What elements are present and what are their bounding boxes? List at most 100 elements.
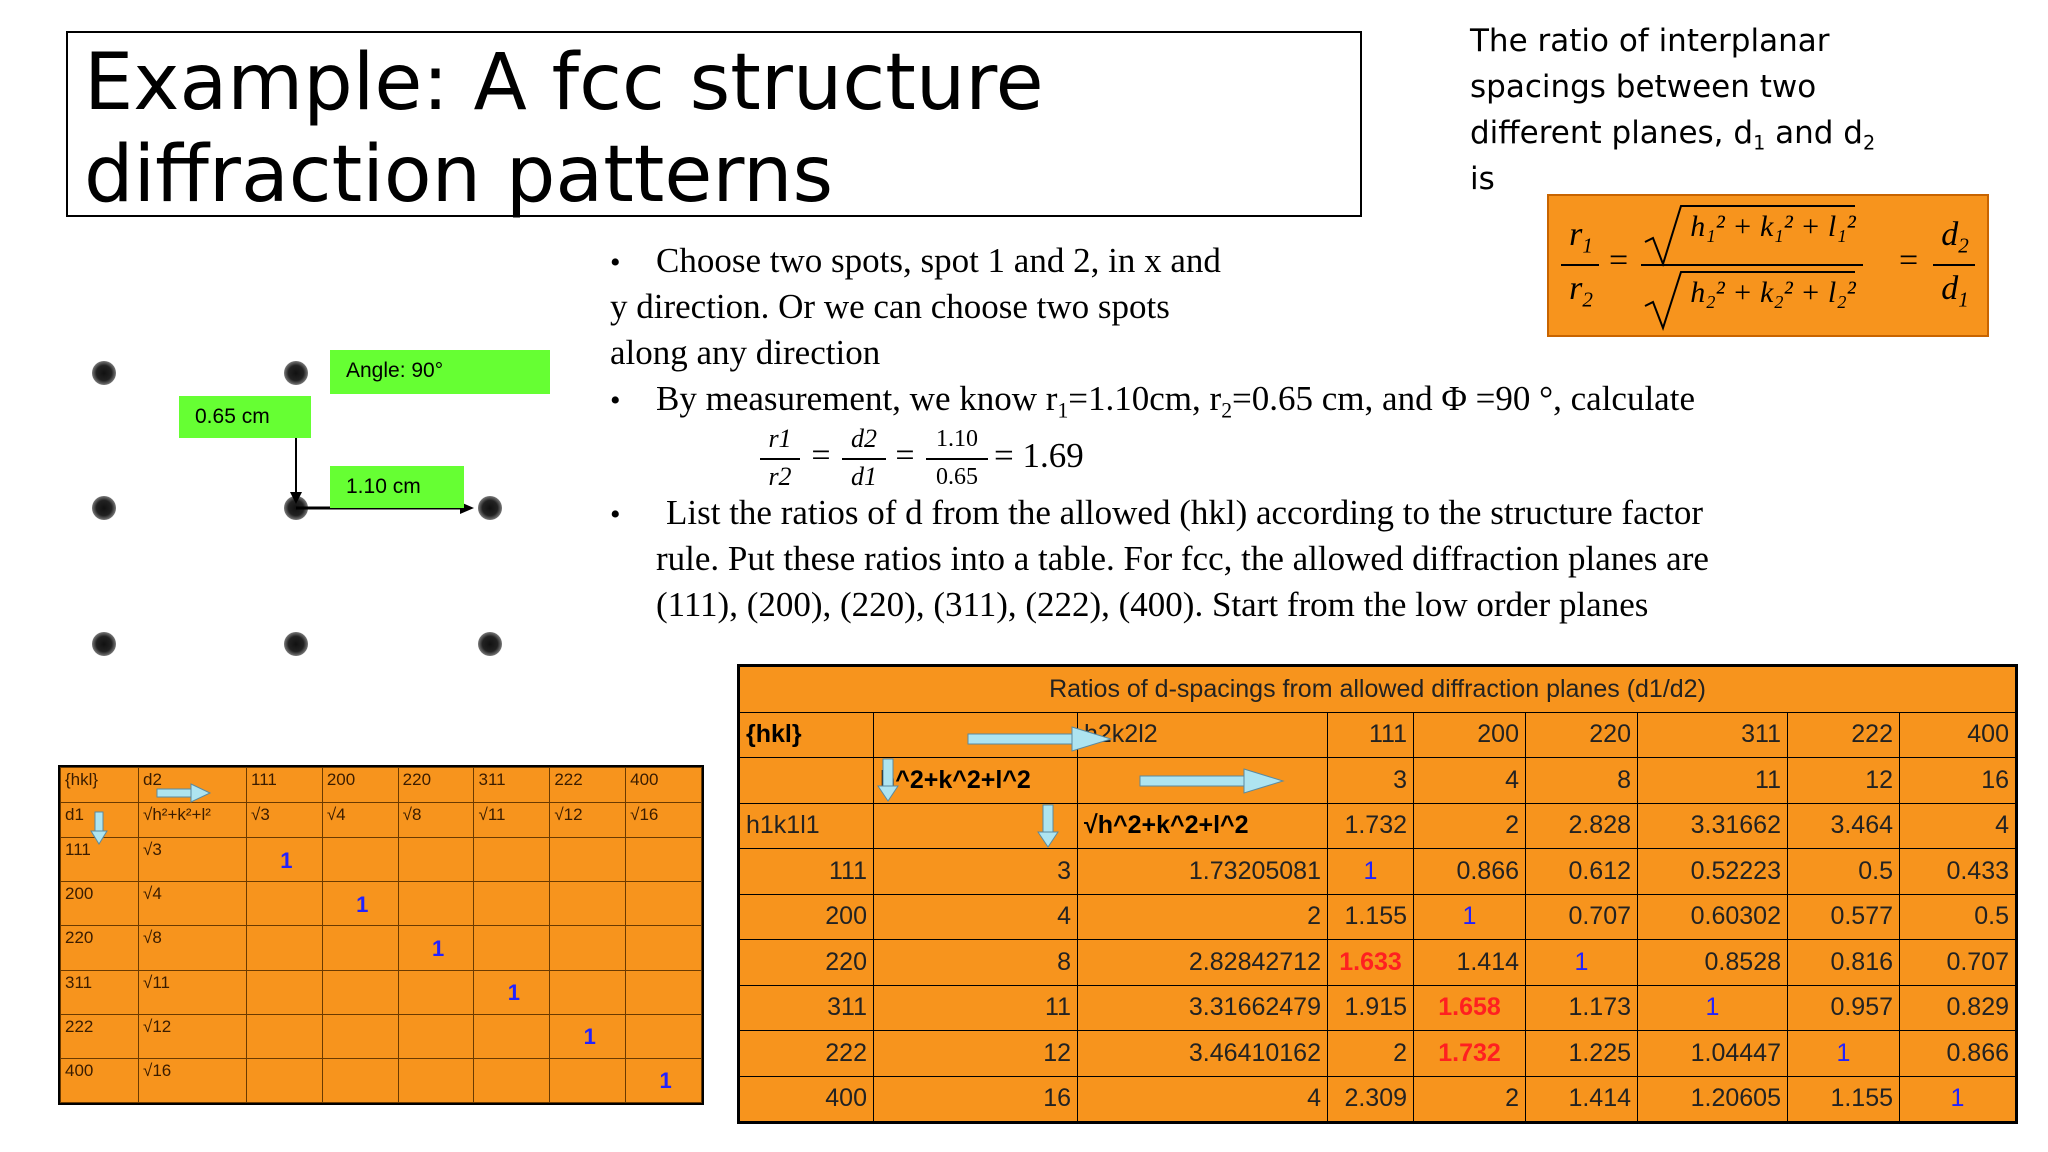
big-table-cell: 1.04447 bbox=[1637, 1030, 1788, 1077]
small-table-row: 200 √4 1 bbox=[60, 881, 702, 927]
formula-lhs-num: r1 bbox=[1561, 216, 1601, 256]
big-table-cell: 1 bbox=[1525, 939, 1638, 986]
right-arrow-icon bbox=[1139, 768, 1285, 794]
ratio-note-line4: is bbox=[1470, 161, 1495, 197]
big-table-sum-row: h^2+k^2+l^2 3 4 8 11 12 16 bbox=[739, 757, 2016, 804]
diffraction-spot bbox=[478, 496, 502, 520]
big-table-cell: 2 bbox=[1077, 893, 1328, 940]
big-table-sqrt-row: h1k1l1 √h^2+k^2+l^2 1.732 2 2.828 3.31662 3.46… bbox=[739, 802, 2016, 849]
small-table-d-cell: √4 bbox=[138, 881, 247, 927]
small-table-empty-cell bbox=[321, 1057, 399, 1104]
big-table-row: 200 4 2 1.155 1 0.707 0.60302 0.577 0.5 bbox=[739, 893, 2016, 940]
small-table-sqrt-cell: √h²+k²+l² bbox=[138, 802, 247, 839]
big-table-cell: 0.707 bbox=[1525, 893, 1638, 940]
big-table-sum-cell bbox=[739, 757, 874, 804]
big-table-caption-row: Ratios of d-spacings from allowed diffra… bbox=[739, 666, 2016, 713]
formula-rhs-num-sub: 2 bbox=[1958, 233, 1969, 258]
formula-mid-bar bbox=[1641, 264, 1863, 266]
math-bar-1 bbox=[760, 458, 800, 460]
big-table-cell: 1.414 bbox=[1525, 1075, 1638, 1122]
bullet-3-line2: rule. Put these ratios into a table. For… bbox=[656, 539, 1709, 578]
big-table-cell: 1.414 bbox=[1413, 939, 1526, 986]
big-table-cell: 200 bbox=[739, 893, 874, 940]
math-result: = 1.69 bbox=[994, 436, 1084, 475]
bullet-2-sub1: 1 bbox=[1057, 398, 1069, 423]
formula-rhs-num: d2 bbox=[1933, 216, 1977, 258]
big-table-head-cell: {hkl} bbox=[739, 711, 874, 758]
formula-rhs-bar bbox=[1933, 264, 1975, 266]
small-table-empty-cell bbox=[397, 1057, 475, 1104]
big-table-head-cell: 400 bbox=[1899, 711, 2016, 758]
formula-rhs-den: d1 bbox=[1933, 270, 1977, 310]
big-table-cell: 0.8528 bbox=[1637, 939, 1788, 986]
formula-mid-num: h₁² + k₁² + l₁² bbox=[1690, 210, 1856, 243]
big-table-cell: 1.658 bbox=[1413, 984, 1526, 1031]
math-bar-3 bbox=[926, 458, 988, 460]
big-table-cell: 1.73205081 bbox=[1077, 848, 1328, 895]
bullet-2: By measurement, we know r1=1.10cm, r2=0.… bbox=[656, 376, 1695, 422]
big-table-sqrt-cell: 2 bbox=[1413, 802, 1526, 849]
big-table-cell: 1.173 bbox=[1525, 984, 1638, 1031]
small-table-d-cell: √3 bbox=[138, 837, 247, 883]
big-table-sum-cell: 11 bbox=[1637, 757, 1788, 804]
math-bar-2 bbox=[842, 458, 886, 460]
angle-label: Angle: 90° bbox=[330, 350, 550, 394]
big-table-cell: 0.829 bbox=[1899, 984, 2016, 1031]
big-table-cell: 1.915 bbox=[1327, 984, 1414, 1031]
small-table-header-cell: 311 bbox=[473, 766, 551, 804]
down-arrow-icon bbox=[1037, 804, 1059, 848]
big-table-sqrt-cell: 3.464 bbox=[1787, 802, 1900, 849]
big-table-cell: 1.155 bbox=[1327, 893, 1414, 940]
bullet-1-line1: Choose two spots, spot 1 and 2, in x and bbox=[656, 241, 1221, 280]
big-table-cell: 311 bbox=[739, 984, 874, 1031]
small-table-empty-cell bbox=[473, 1057, 551, 1104]
big-table-cell: 1.225 bbox=[1525, 1030, 1638, 1077]
small-table-grid: {hkl} d2 111 200 220 311 222 400 d1 √h²+k²+l² √3 √4… bbox=[60, 766, 702, 1104]
small-table-empty-cell bbox=[625, 969, 702, 1015]
small-table-empty-cell bbox=[625, 1013, 702, 1059]
big-table-cell: 8 bbox=[873, 939, 1078, 986]
small-table-header-cell: 200 bbox=[321, 766, 399, 804]
d-spacing-ratio-table: Ratios of d-spacings from allowed diffra… bbox=[737, 664, 2018, 1124]
right-arrow-icon bbox=[156, 783, 212, 803]
small-table-empty-cell bbox=[625, 837, 702, 883]
big-table-cell: 1.155 bbox=[1787, 1075, 1900, 1122]
small-table-header-cell: 220 bbox=[397, 766, 475, 804]
big-table-cell: 0.5 bbox=[1787, 848, 1900, 895]
big-table-row: 400 16 4 2.309 2 1.414 1.20605 1.155 1 bbox=[739, 1075, 2016, 1122]
small-table-row: 400 √16 1 bbox=[60, 1057, 702, 1104]
big-table-row: 111 3 1.73205081 1 0.866 0.612 0.52223 0.5 0.433 bbox=[739, 848, 2016, 895]
small-table-empty-cell bbox=[321, 837, 399, 883]
small-table-empty-cell bbox=[549, 969, 627, 1015]
big-table-head-cell: 111 bbox=[1327, 711, 1414, 758]
formula-lhs-den-var: r bbox=[1569, 270, 1583, 307]
diffraction-spot bbox=[92, 361, 116, 385]
big-table-sqrt-cell: h1k1l1 bbox=[739, 802, 874, 849]
small-table-row: 222 √12 1 bbox=[60, 1013, 702, 1059]
big-table-cell: 3.31662479 bbox=[1077, 984, 1328, 1031]
small-table-one-cell: 1 bbox=[397, 925, 475, 971]
small-table-row: 111 √3 1 bbox=[60, 837, 702, 883]
small-table-sqrt-row: d1 √h²+k²+l² √3 √4 √8 √11 √12 √16 bbox=[60, 802, 702, 839]
small-table-d-cell: √11 bbox=[138, 969, 247, 1015]
small-table-empty-cell bbox=[549, 925, 627, 971]
small-table-row: 220 √8 1 bbox=[60, 925, 702, 971]
small-table-empty-cell bbox=[246, 881, 323, 927]
big-table-sum-cell: 8 bbox=[1525, 757, 1638, 804]
small-table-empty-cell bbox=[246, 925, 323, 971]
down-arrow-icon bbox=[90, 811, 108, 845]
small-table-hkl-cell: 400 bbox=[60, 1057, 139, 1104]
big-table-head-cell: 222 bbox=[1787, 711, 1900, 758]
small-table-hkl-cell: 222 bbox=[60, 1013, 139, 1059]
big-table-sum-cell: 4 bbox=[1413, 757, 1526, 804]
big-table-cell: 220 bbox=[739, 939, 874, 986]
big-table-cell: 2 bbox=[1327, 1030, 1414, 1077]
big-table-cell: 1 bbox=[1637, 984, 1788, 1031]
small-table-sqrt-cell: √16 bbox=[625, 802, 702, 839]
small-table-sqrt-cell: √8 bbox=[397, 802, 475, 839]
bullet-1-line3: along any direction bbox=[610, 333, 881, 372]
big-table-cell: 0.60302 bbox=[1637, 893, 1788, 940]
formula-lhs-den: r2 bbox=[1561, 270, 1601, 310]
small-table-header-cell: 111 bbox=[246, 766, 323, 804]
big-table-cell: 4 bbox=[873, 893, 1078, 940]
